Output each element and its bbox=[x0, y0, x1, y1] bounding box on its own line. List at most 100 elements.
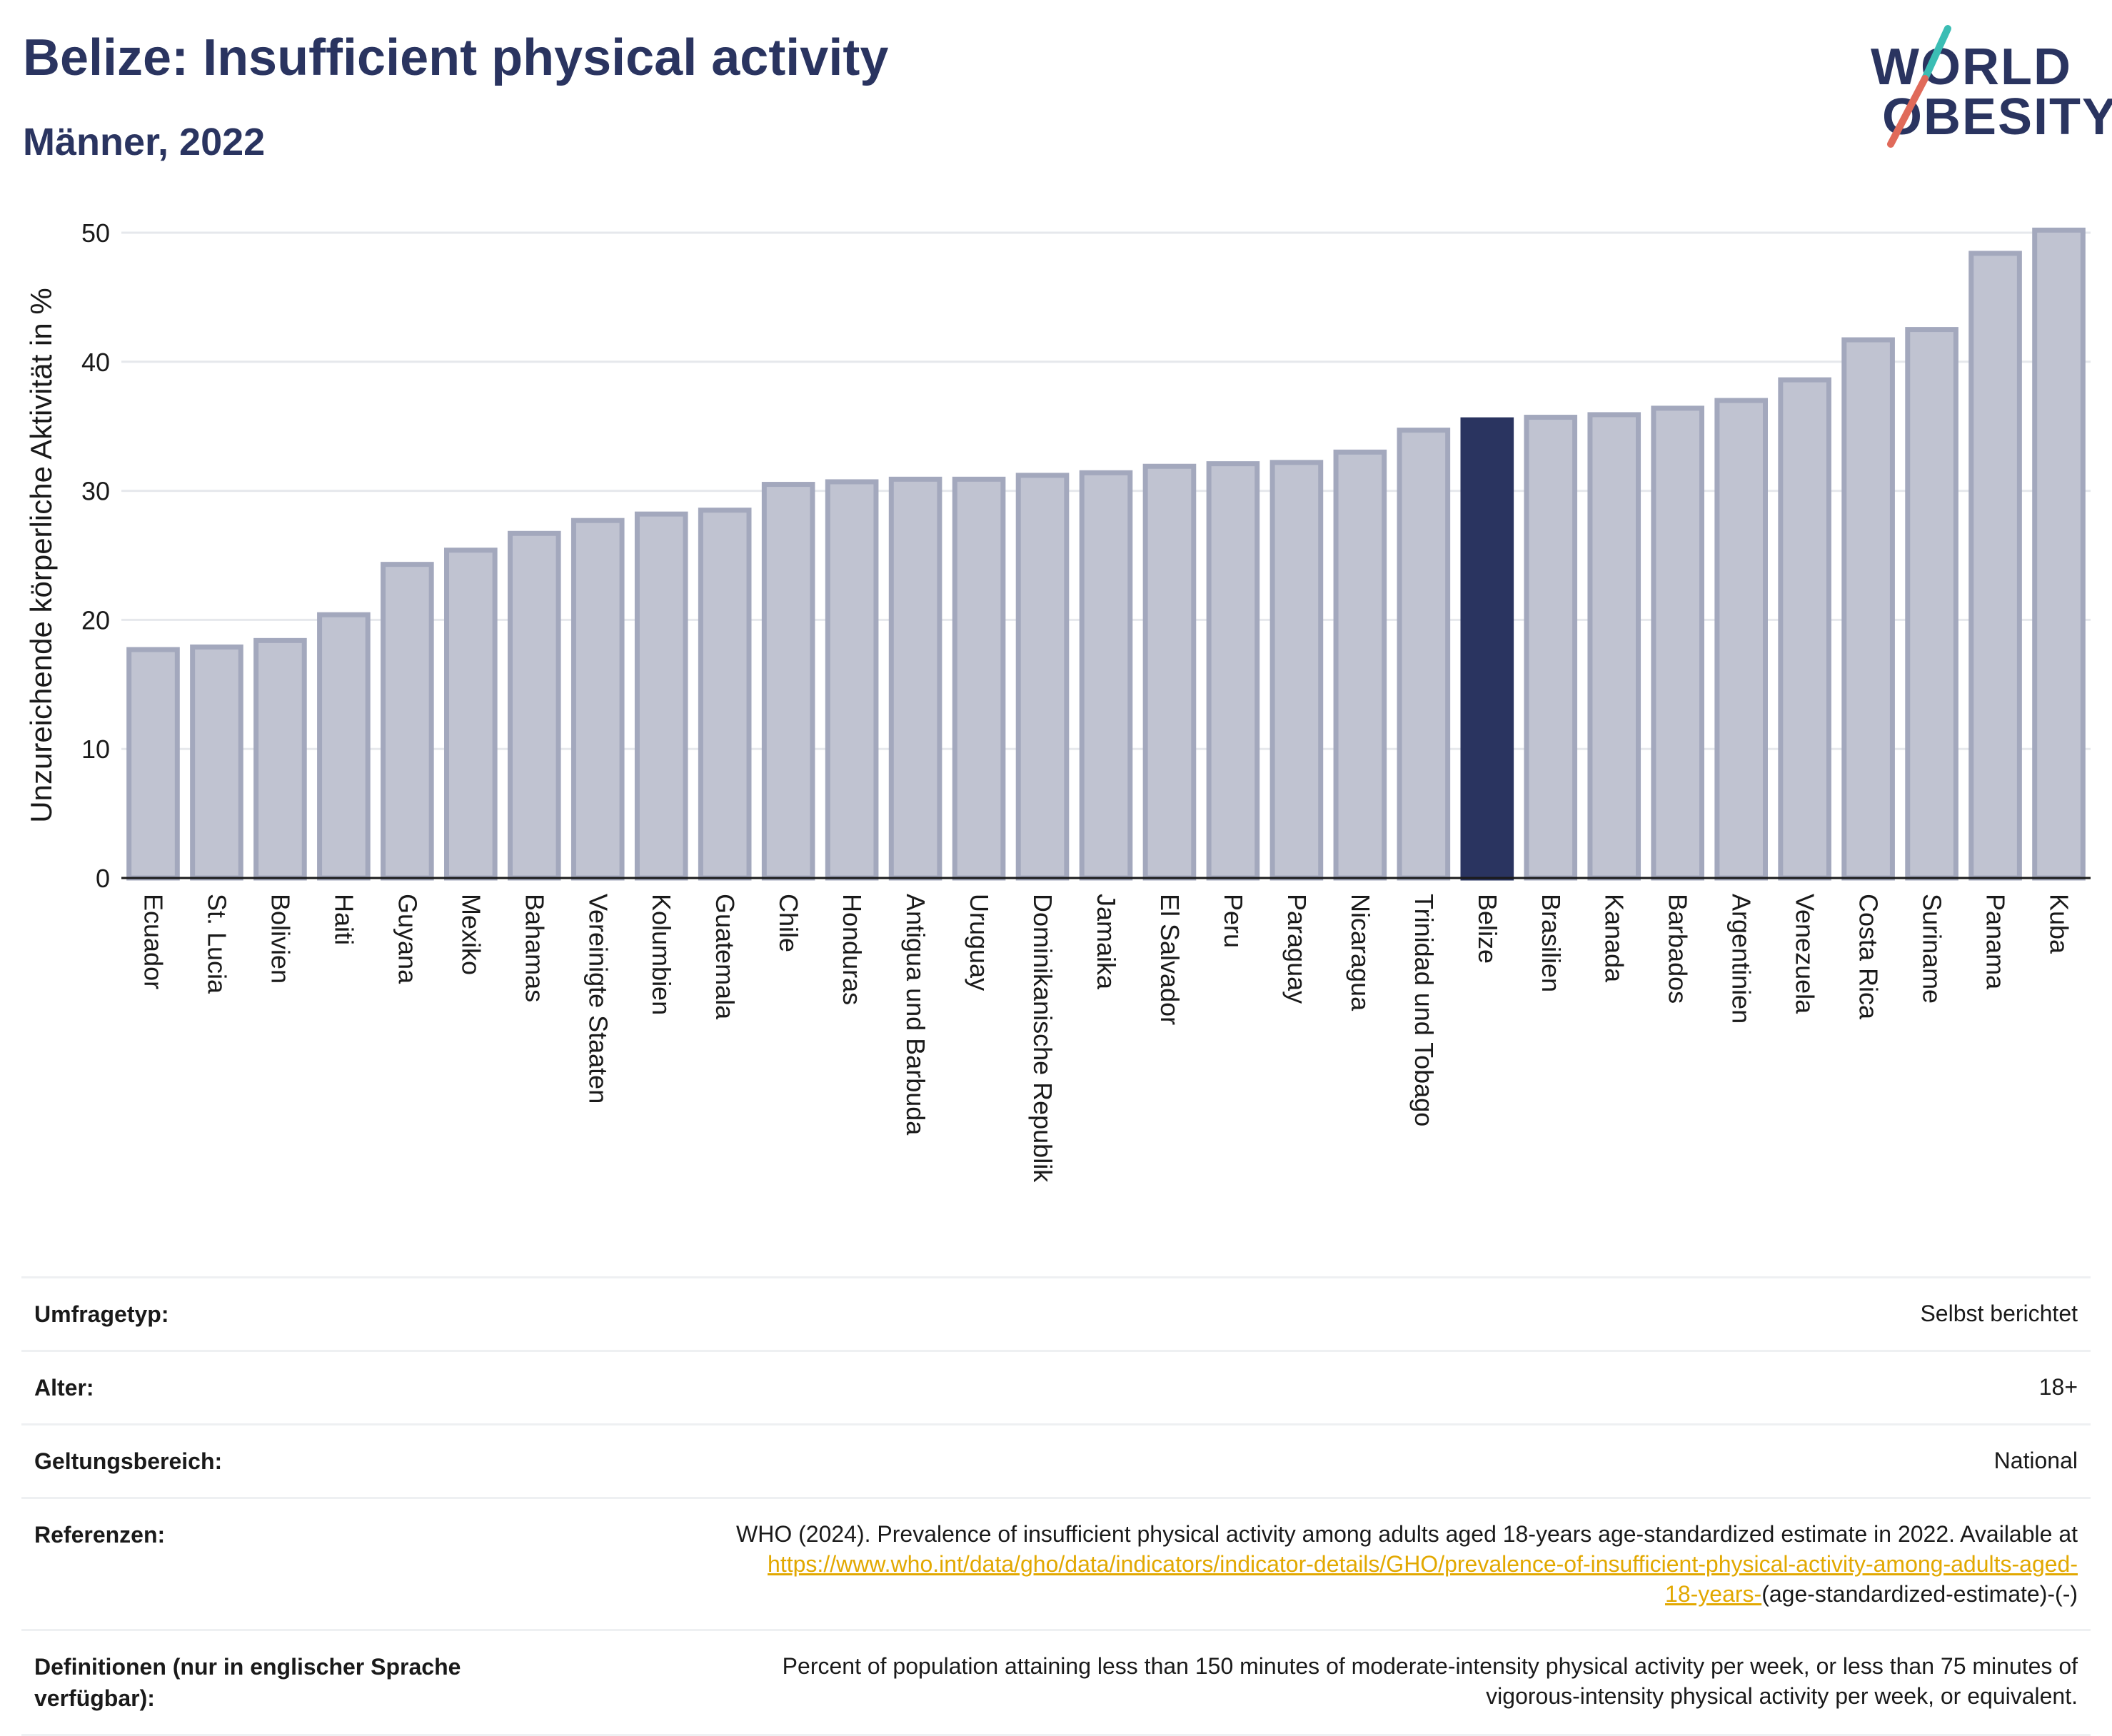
bar bbox=[1397, 428, 1451, 881]
x-tick-label: Jamaika bbox=[1092, 894, 1121, 990]
definition-line2: vigorous-intensity physical activity per… bbox=[1486, 1683, 2078, 1709]
bar bbox=[952, 476, 1006, 881]
meta-row-survey-type: Umfragetyp: Selbst berichtet bbox=[21, 1277, 2091, 1351]
bar bbox=[2032, 227, 2086, 881]
meta-value: Selbst berichtet bbox=[1920, 1301, 2078, 1326]
bar bbox=[1651, 405, 1705, 881]
meta-value: WHO (2024). Prevalence of insufficient p… bbox=[547, 1498, 2091, 1630]
definition-line1: Percent of population attaining less tha… bbox=[782, 1653, 2078, 1679]
x-tick-label: Suriname bbox=[1918, 894, 1947, 1004]
y-tick-label: 20 bbox=[81, 605, 110, 635]
meta-key: Alter: bbox=[34, 1375, 94, 1401]
x-tick-label: Bahamas bbox=[520, 894, 549, 1002]
meta-key: Umfragetyp: bbox=[34, 1301, 169, 1327]
bar bbox=[1079, 470, 1133, 881]
reference-link-continued[interactable]: 18-years- bbox=[1665, 1581, 1762, 1607]
bar bbox=[317, 612, 371, 881]
bar bbox=[825, 479, 879, 881]
x-tick-label: Haiti bbox=[329, 894, 358, 945]
x-tick-label: Belize bbox=[1473, 894, 1502, 964]
reference-text: WHO (2024). Prevalence of insufficient p… bbox=[736, 1521, 2078, 1547]
reference-link[interactable]: https://www.who.int/data/gho/data/indica… bbox=[768, 1551, 2078, 1577]
meta-value: Percent of population attaining less tha… bbox=[547, 1630, 2091, 1735]
bar bbox=[1968, 251, 2022, 881]
bar bbox=[634, 511, 688, 881]
x-tick-label: Costa Rica bbox=[1854, 894, 1884, 1020]
bar bbox=[1269, 460, 1324, 881]
bar bbox=[126, 647, 180, 881]
meta-value: National bbox=[1993, 1448, 2078, 1473]
x-tick-label: Ecuador bbox=[139, 894, 168, 989]
bar bbox=[381, 562, 434, 881]
bar bbox=[1524, 415, 1578, 881]
y-tick-label: 0 bbox=[96, 864, 110, 893]
logo-slash-icon bbox=[1887, 25, 1951, 148]
bar bbox=[570, 518, 625, 881]
y-tick-label: 30 bbox=[81, 477, 110, 506]
y-tick-label: 10 bbox=[81, 735, 110, 764]
bar bbox=[1333, 449, 1387, 881]
x-tick-label: Vereinigte Staaten bbox=[583, 894, 613, 1104]
y-axis-label: Unzureichende körperliche Aktivität in % bbox=[24, 288, 58, 822]
bar bbox=[1587, 412, 1641, 881]
bar bbox=[888, 476, 942, 881]
logo-line1: WORLD bbox=[1871, 39, 2072, 96]
meta-key: Referenzen: bbox=[34, 1522, 166, 1548]
x-tick-label: Kuba bbox=[2045, 894, 2074, 954]
bar bbox=[1714, 398, 1768, 881]
bar bbox=[1206, 461, 1260, 881]
bar bbox=[444, 547, 498, 881]
x-tick-label: Antigua und Barbuda bbox=[901, 894, 930, 1136]
x-tick-label: Chile bbox=[774, 894, 803, 952]
bar bbox=[1015, 473, 1070, 881]
bar bbox=[253, 637, 307, 881]
reference-suffix: (age-standardized-estimate)-(-) bbox=[1761, 1581, 2078, 1607]
x-tick-label: Kolumbien bbox=[647, 894, 676, 1015]
x-tick-label: Peru bbox=[1219, 894, 1248, 948]
logo-line2: OBESITY bbox=[1882, 89, 2112, 146]
bar bbox=[190, 644, 243, 881]
bar bbox=[698, 508, 752, 881]
metadata-table: Umfragetyp: Selbst berichtet Alter: 18+ … bbox=[21, 1276, 2091, 1736]
meta-row-references: Referenzen: WHO (2024). Prevalence of in… bbox=[21, 1498, 2091, 1630]
bar bbox=[1841, 337, 1895, 881]
bar-chart: 0 10 20 30 40 50 Unzureichende körperliche Akt… bbox=[24, 218, 2091, 1183]
meta-row-definitions: Definitionen (nur in englischer Sprache … bbox=[21, 1630, 2091, 1735]
bar bbox=[1778, 377, 1831, 881]
meta-row-age: Alter: 18+ bbox=[21, 1351, 2091, 1425]
bar-highlight bbox=[1460, 417, 1514, 881]
x-tick-label: Brasilien bbox=[1537, 894, 1566, 992]
bar bbox=[1905, 327, 1958, 881]
meta-value: 18+ bbox=[2038, 1374, 2078, 1400]
x-tick-label: Guatemala bbox=[710, 894, 740, 1020]
bar bbox=[761, 482, 815, 881]
x-tick-label: Honduras bbox=[838, 894, 867, 1005]
y-tick-label: 40 bbox=[81, 348, 110, 377]
x-tick-label: Venezuela bbox=[1791, 894, 1820, 1014]
x-tick-label: Dominikanische Republik bbox=[1028, 894, 1057, 1183]
x-tick-label: Nicaragua bbox=[1346, 894, 1375, 1011]
bar bbox=[507, 530, 561, 881]
meta-key: Geltungsbereich: bbox=[34, 1448, 223, 1474]
x-tick-label: Paraguay bbox=[1282, 894, 1312, 1004]
bar bbox=[1142, 463, 1197, 881]
x-tick-label: Argentinien bbox=[1727, 894, 1756, 1024]
x-tick-label: St. Lucia bbox=[202, 894, 231, 994]
world-obesity-logo: WORLD OBESITY bbox=[1856, 21, 2112, 150]
x-tick-label: Panama bbox=[1981, 894, 2011, 990]
chart-subtitle: Männer, 2022 bbox=[23, 121, 266, 163]
definitions-key-line1: Definitionen (nur in englischer Sprache bbox=[34, 1654, 461, 1680]
meta-key: Definitionen (nur in englischer Sprache … bbox=[21, 1630, 547, 1735]
x-tick-label: Kanada bbox=[1600, 894, 1629, 983]
x-tick-label: Mexiko bbox=[456, 894, 486, 975]
chart-title: Belize: Insufficient physical activity bbox=[23, 29, 889, 86]
x-tick-label: Trinidad und Tobago bbox=[1409, 894, 1439, 1126]
x-tick-label: Bolivien bbox=[266, 894, 295, 984]
x-tick-label: El Salvador bbox=[1155, 894, 1185, 1025]
x-tick-label: Barbados bbox=[1664, 894, 1693, 1004]
x-tick-label: Uruguay bbox=[965, 894, 994, 991]
meta-row-scope: Geltungsbereich: National bbox=[21, 1424, 2091, 1498]
y-tick-label: 50 bbox=[81, 218, 110, 248]
definitions-key-line2: verfügbar): bbox=[34, 1685, 155, 1711]
x-tick-label: Guyana bbox=[393, 894, 422, 984]
